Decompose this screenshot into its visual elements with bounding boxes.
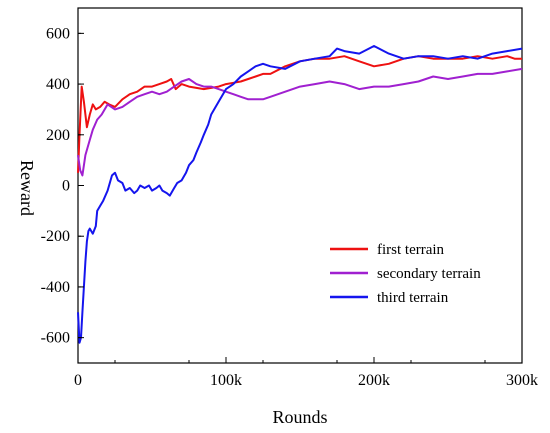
legend: first terrain secondary terrain third terr… — [330, 242, 481, 306]
x-axis-label: Rounds — [272, 407, 327, 427]
y-tick-label: 600 — [46, 25, 70, 42]
y-tick-label: -600 — [41, 330, 70, 347]
y-axis-label: Reward — [17, 160, 37, 216]
y-axis-ticks: -600 -400 -200 0 200 400 600 — [41, 25, 84, 347]
x-tick-label: 0 — [74, 372, 82, 389]
series-line — [77, 55, 522, 173]
y-tick-label: 400 — [46, 76, 70, 93]
x-axis-ticks: 0 100k 200k 300k — [74, 357, 538, 389]
x-tick-label: 200k — [358, 372, 390, 389]
y-tick-label: 0 — [62, 178, 70, 195]
x-tick-label: 300k — [506, 372, 538, 389]
legend-label: third terrain — [377, 290, 449, 306]
legend-label: secondary terrain — [377, 266, 481, 282]
series-layer — [77, 45, 523, 344]
y-tick-label: 200 — [46, 127, 70, 144]
legend-label: first terrain — [377, 242, 445, 258]
y-tick-label: -200 — [41, 228, 70, 245]
series-line — [77, 67, 523, 177]
x-tick-label: 100k — [210, 372, 242, 389]
series-line — [77, 45, 523, 344]
y-tick-label: -400 — [41, 279, 70, 296]
